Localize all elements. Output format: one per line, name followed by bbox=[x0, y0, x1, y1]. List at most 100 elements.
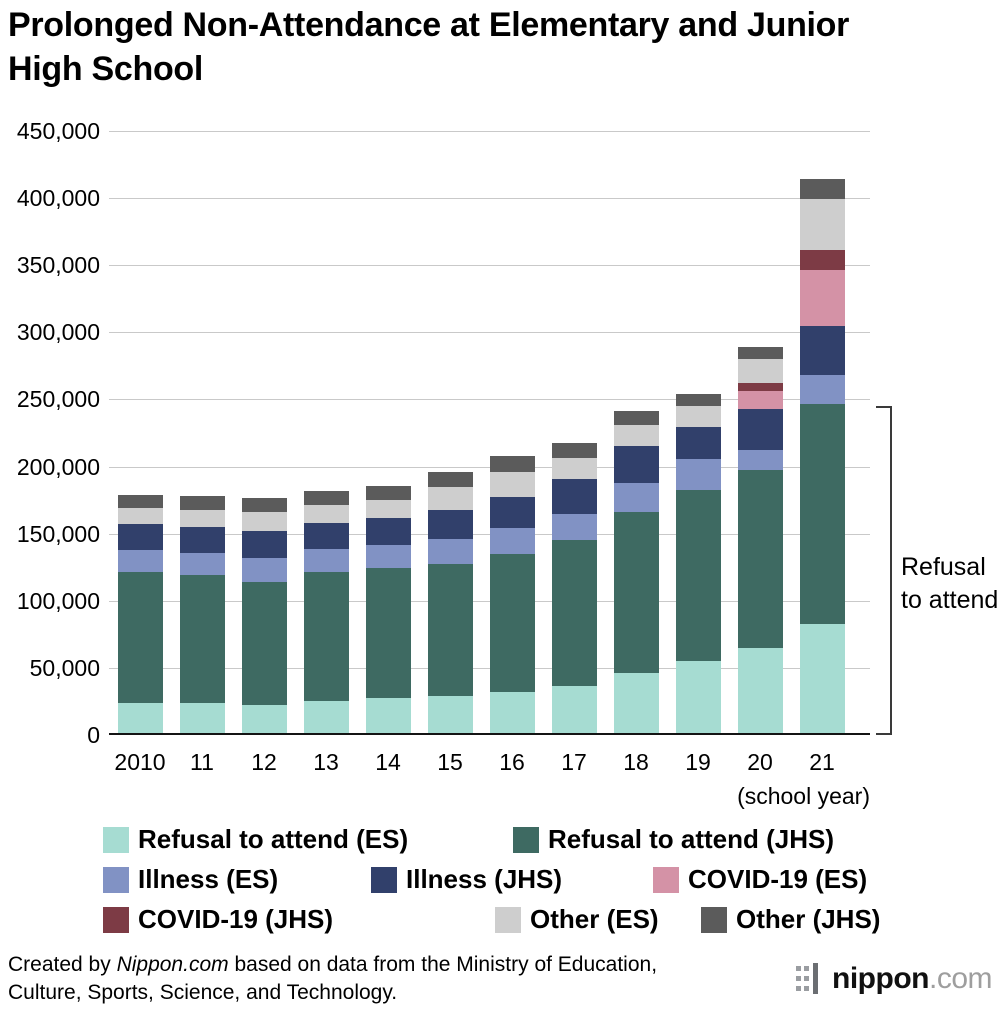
bar-segment bbox=[675, 661, 721, 733]
nippon-logo-mark-icon bbox=[796, 963, 819, 994]
source-note-brand: Nippon.com bbox=[116, 953, 229, 976]
bar-stack bbox=[799, 178, 845, 733]
legend-label: Illness (ES) bbox=[138, 864, 279, 894]
bar-segment bbox=[427, 539, 473, 564]
bar-segment bbox=[489, 553, 535, 693]
source-note-prefix: Created by bbox=[8, 953, 117, 976]
bar-stack bbox=[551, 443, 597, 733]
bar-segment bbox=[365, 568, 411, 699]
y-axis-label: 50,000 bbox=[29, 654, 100, 681]
bar-segment bbox=[613, 482, 659, 513]
y-axis-label: 350,000 bbox=[16, 252, 100, 279]
bar-segment bbox=[303, 572, 349, 701]
bar-segment bbox=[613, 672, 659, 733]
chart-title: Prolonged Non-Attendance at Elementary a… bbox=[8, 6, 850, 88]
bar-segment bbox=[427, 487, 473, 510]
legend-label: Other (ES) bbox=[530, 904, 659, 934]
refusal-bracket bbox=[876, 406, 892, 735]
legend-item: Illness (ES) bbox=[103, 864, 371, 895]
bar-segment bbox=[799, 198, 845, 250]
bar-segment bbox=[241, 704, 287, 733]
bar-segment bbox=[613, 410, 659, 425]
bar-segment bbox=[737, 409, 783, 450]
legend-row: COVID-19 (JHS) Other (ES) Other (JHS) bbox=[103, 904, 983, 935]
bar-segment bbox=[551, 443, 597, 458]
bar-segment bbox=[737, 469, 783, 648]
bar-segment bbox=[303, 700, 349, 733]
bar-segment bbox=[613, 512, 659, 673]
bar-segment bbox=[675, 458, 721, 490]
bar-segment bbox=[179, 509, 225, 528]
x-axis-label: 16 bbox=[499, 749, 525, 775]
chart: Refusal to attend (school year) 0 50,000 1… bbox=[0, 118, 1000, 809]
bar-segment bbox=[675, 406, 721, 427]
bar-segment bbox=[427, 563, 473, 696]
x-axis-label: 17 bbox=[561, 749, 587, 775]
y-axis-label: 250,000 bbox=[16, 386, 100, 413]
legend-swatch bbox=[103, 866, 129, 893]
legend-swatch bbox=[103, 826, 129, 853]
bar-segment bbox=[427, 695, 473, 733]
source-note: Created by Nippon.com based on data from… bbox=[8, 951, 668, 1007]
legend-item: COVID-19 (JHS) bbox=[103, 904, 495, 935]
legend-item: Illness (JHS) bbox=[371, 864, 653, 895]
bar-stack bbox=[241, 498, 287, 733]
legend-swatch bbox=[653, 866, 679, 893]
bar-segment bbox=[799, 270, 845, 327]
bar-segment bbox=[551, 457, 597, 480]
gridline bbox=[109, 265, 870, 266]
bar-segment bbox=[303, 522, 349, 549]
bar-segment bbox=[737, 346, 783, 359]
bar-segment bbox=[551, 686, 597, 733]
legend-label: Illness (JHS) bbox=[406, 864, 563, 894]
bar-segment bbox=[179, 496, 225, 510]
bar-segment bbox=[427, 472, 473, 488]
bar-segment bbox=[365, 499, 411, 518]
bar-segment bbox=[117, 494, 163, 508]
bar-segment bbox=[303, 549, 349, 573]
bar-segment bbox=[241, 498, 287, 513]
bar-segment bbox=[675, 426, 721, 459]
bar-segment bbox=[117, 549, 163, 573]
y-axis-label: 450,000 bbox=[16, 118, 100, 144]
legend-label: COVID-19 (JHS) bbox=[138, 904, 334, 934]
bar-segment bbox=[179, 527, 225, 553]
bar-segment bbox=[799, 404, 845, 624]
bar-segment bbox=[365, 698, 411, 733]
gridline bbox=[109, 131, 870, 132]
y-axis-label: 300,000 bbox=[16, 319, 100, 346]
bar-segment bbox=[489, 471, 535, 498]
x-axis-label: 20 bbox=[747, 749, 773, 775]
y-axis-label: 100,000 bbox=[16, 587, 100, 614]
bar-segment bbox=[117, 507, 163, 525]
legend-item: Refusal to attend (ES) bbox=[103, 824, 513, 855]
legend-swatch bbox=[495, 906, 521, 933]
bar-stack bbox=[675, 394, 721, 733]
legend-label: Refusal to attend (JHS) bbox=[548, 824, 835, 854]
bar-segment bbox=[737, 390, 783, 410]
bar-stack bbox=[489, 456, 535, 733]
bar-segment bbox=[365, 517, 411, 545]
legend-item: Other (ES) bbox=[495, 904, 701, 935]
bar-segment bbox=[675, 394, 721, 407]
bar-segment bbox=[799, 178, 845, 199]
bar-segment bbox=[241, 557, 287, 582]
legend-label: Other (JHS) bbox=[736, 904, 881, 934]
legend-swatch bbox=[371, 866, 397, 893]
x-axis-label: 12 bbox=[251, 749, 277, 775]
bar-segment bbox=[179, 575, 225, 703]
logo-brand-text: nippon bbox=[832, 962, 929, 995]
legend-label: COVID-19 (ES) bbox=[688, 864, 868, 894]
bracket-label: Refusal to attend bbox=[901, 553, 999, 614]
y-axis-label: 400,000 bbox=[16, 185, 100, 212]
bar-segment bbox=[117, 703, 163, 733]
bar-segment bbox=[551, 479, 597, 514]
bar-segment bbox=[365, 544, 411, 569]
bar-segment bbox=[613, 446, 659, 483]
bar-segment bbox=[737, 449, 783, 470]
gridline bbox=[109, 399, 870, 400]
nippon-logo: nippon .com bbox=[796, 962, 993, 996]
x-axis-label: 2010 bbox=[114, 749, 166, 775]
logo-tld-text: .com bbox=[928, 962, 993, 995]
